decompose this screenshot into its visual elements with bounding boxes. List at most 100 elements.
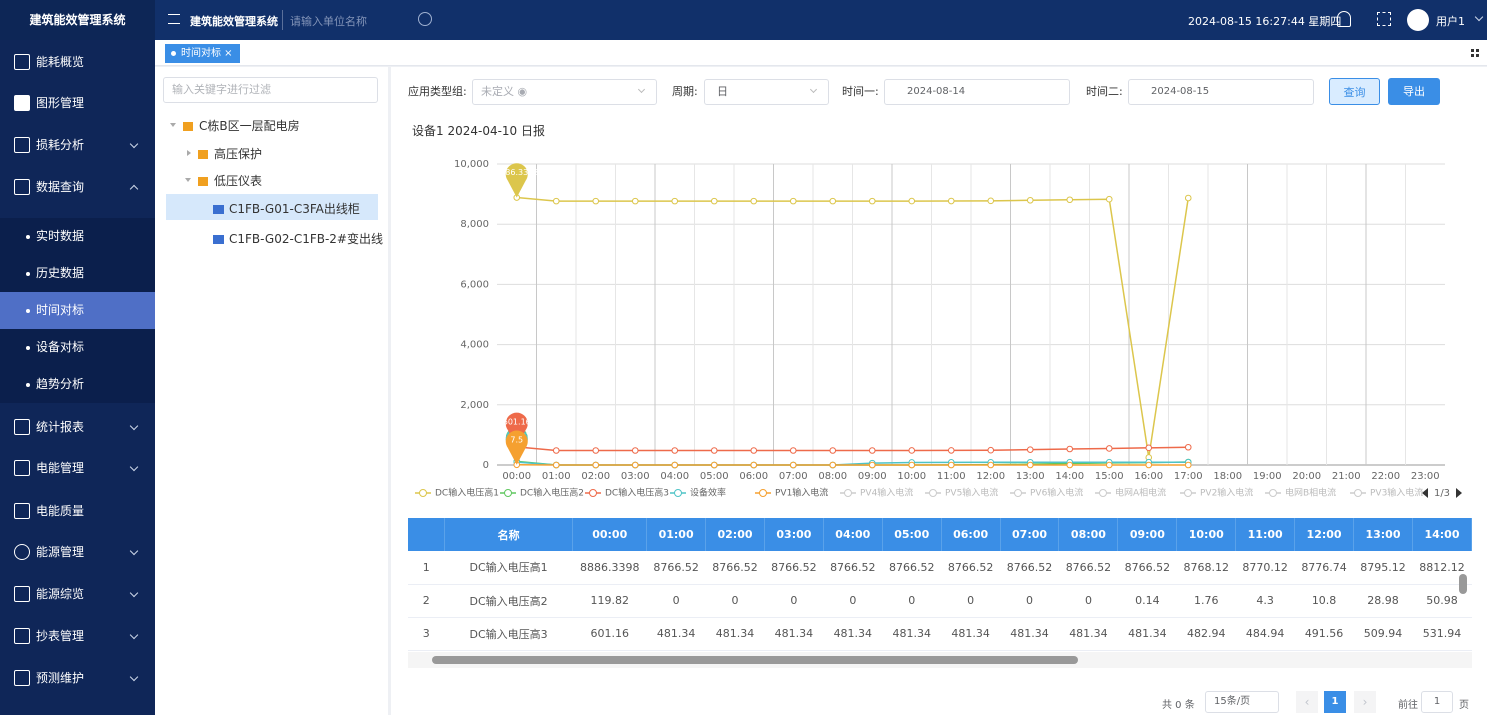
menu-item[interactable]: 抄表管理: [0, 616, 155, 656]
menu-label: 抄表管理: [36, 629, 85, 643]
menu-item[interactable]: 能源管理: [0, 532, 155, 572]
table-cell: 481.34: [1117, 617, 1177, 650]
type-select[interactable]: 未定义 ◉: [472, 79, 657, 105]
goto-input[interactable]: 1: [1421, 691, 1453, 713]
point: [671, 447, 679, 454]
h-scrollbar[interactable]: [408, 652, 1472, 668]
expand-icon[interactable]: [185, 178, 191, 182]
user-name[interactable]: 用户1: [1436, 15, 1465, 28]
point: [750, 197, 758, 205]
submenu-item[interactable]: 实时数据: [0, 218, 155, 255]
table-cell: 8766.52: [1117, 551, 1177, 585]
table-cell: 481.34: [705, 617, 765, 650]
legend-marker: [1184, 489, 1192, 497]
header-cell: 09:00: [1117, 518, 1178, 551]
x-tick-label: 18:00: [1213, 471, 1242, 482]
tab[interactable]: 时间对标 ×: [165, 44, 240, 63]
table-cell: 0: [1000, 584, 1059, 618]
time2-input[interactable]: 2024-08-15: [1128, 79, 1314, 105]
point: [868, 447, 876, 454]
y-tick-label: 8,000: [460, 219, 489, 230]
page-current[interactable]: 1: [1324, 691, 1346, 713]
point: [868, 461, 876, 469]
table-cell: 8795.12: [1353, 551, 1413, 585]
chart-title: 设备1 2024-04-10 日报: [412, 124, 546, 138]
menu-item[interactable]: 能耗概览: [0, 42, 155, 82]
tree-node[interactable]: C1FB-G01-C3FA出线柜: [213, 200, 360, 217]
tree-node[interactable]: C1FB-G02-C1FB-2#变出线: [213, 230, 383, 247]
submenu-item[interactable]: 趋势分析: [0, 366, 155, 403]
point: [1145, 444, 1153, 452]
x-tick-label: 10:00: [897, 471, 926, 482]
tree-node[interactable]: C栋B区一层配电房: [183, 117, 300, 134]
next[interactable]: ›: [1354, 691, 1376, 713]
tab-bar: 时间对标 ×: [155, 40, 1487, 66]
point: [1066, 445, 1074, 453]
time1-input[interactable]: 2024-08-14: [884, 79, 1070, 105]
v-scrollbar[interactable]: [1458, 560, 1468, 630]
point: [987, 446, 995, 454]
header-cell: 13:00: [1353, 518, 1413, 551]
grid-icon[interactable]: [1471, 49, 1479, 57]
export-button[interactable]: 导出: [1388, 78, 1440, 105]
header-cell: 05:00: [882, 518, 942, 551]
menu-item[interactable]: 统计报表: [0, 407, 155, 447]
legend-marker: [419, 489, 427, 497]
tree-node[interactable]: 低压仪表: [198, 172, 262, 189]
period-select[interactable]: 日: [704, 79, 829, 105]
header-cell: 07:00: [1000, 518, 1060, 551]
fullscreen-icon[interactable]: [1377, 12, 1391, 26]
submenu-item[interactable]: 设备对标: [0, 329, 155, 366]
menu-label: 数据查询: [36, 180, 85, 194]
table-cell: 8766.52: [1058, 551, 1118, 585]
menu-item[interactable]: 损耗分析: [0, 125, 155, 165]
point: [631, 461, 639, 469]
point: [868, 197, 876, 205]
point: [552, 447, 560, 454]
legend-label: DC输入电压高2: [520, 487, 584, 499]
prev[interactable]: ‹: [1296, 691, 1318, 713]
tree-node[interactable]: 高压保护: [198, 145, 262, 162]
header-row: 名称 00:00 01:00 02:00 03:00 04:00 05:00 06:00 07:…: [408, 518, 1472, 551]
search-icon[interactable]: [418, 12, 432, 26]
submenu-item-active[interactable]: 时间对标: [0, 292, 155, 329]
submenu-item[interactable]: 历史数据: [0, 255, 155, 292]
menu-item[interactable]: 预测维护: [0, 658, 155, 698]
menu-toggle[interactable]: [168, 14, 180, 24]
divider: [282, 10, 283, 30]
unit-search[interactable]: 请输入单位名称: [290, 15, 367, 28]
total: 共 0 条: [1162, 700, 1195, 711]
expand-icon[interactable]: [187, 150, 191, 156]
point: [1105, 461, 1113, 469]
expand-icon[interactable]: [170, 123, 176, 127]
menu-item[interactable]: 能源综览: [0, 574, 155, 614]
legend-next: [1456, 488, 1462, 498]
x-tick-label: 06:00: [739, 471, 768, 482]
legend-marker: [1269, 489, 1277, 497]
table-cell: 0: [646, 584, 706, 618]
menu-item[interactable]: 数据查询: [0, 167, 155, 207]
max-pin: [505, 412, 528, 447]
menu-label: 电能管理: [36, 461, 85, 475]
menu-label: 统计报表: [36, 420, 85, 434]
tree-filter[interactable]: 输入关键字进行过滤: [163, 77, 378, 103]
x-tick-label: 17:00: [1174, 471, 1203, 482]
tree-label: C栋B区一层配电房: [199, 119, 300, 133]
user-chevron[interactable]: [1474, 12, 1484, 22]
legend-marker: [674, 489, 682, 497]
page-size[interactable]: 15条/页: [1205, 691, 1279, 713]
max-pin: [505, 430, 528, 465]
query-button[interactable]: 查询: [1329, 78, 1380, 105]
legend-marker: [929, 489, 937, 497]
menu-item[interactable]: 电能质量: [0, 491, 155, 531]
bell-icon[interactable]: [1337, 11, 1351, 27]
point: [829, 197, 837, 205]
menu-item[interactable]: 图形管理: [0, 83, 155, 123]
tab-label: 时间对标: [181, 48, 221, 59]
table-cell: 482.94: [1176, 617, 1236, 650]
filter-label: 周期:: [672, 85, 698, 98]
x-tick-label: 05:00: [700, 471, 729, 482]
menu-item[interactable]: 电能管理: [0, 448, 155, 488]
header-cell: 名称: [444, 518, 574, 551]
avatar[interactable]: [1407, 9, 1429, 31]
